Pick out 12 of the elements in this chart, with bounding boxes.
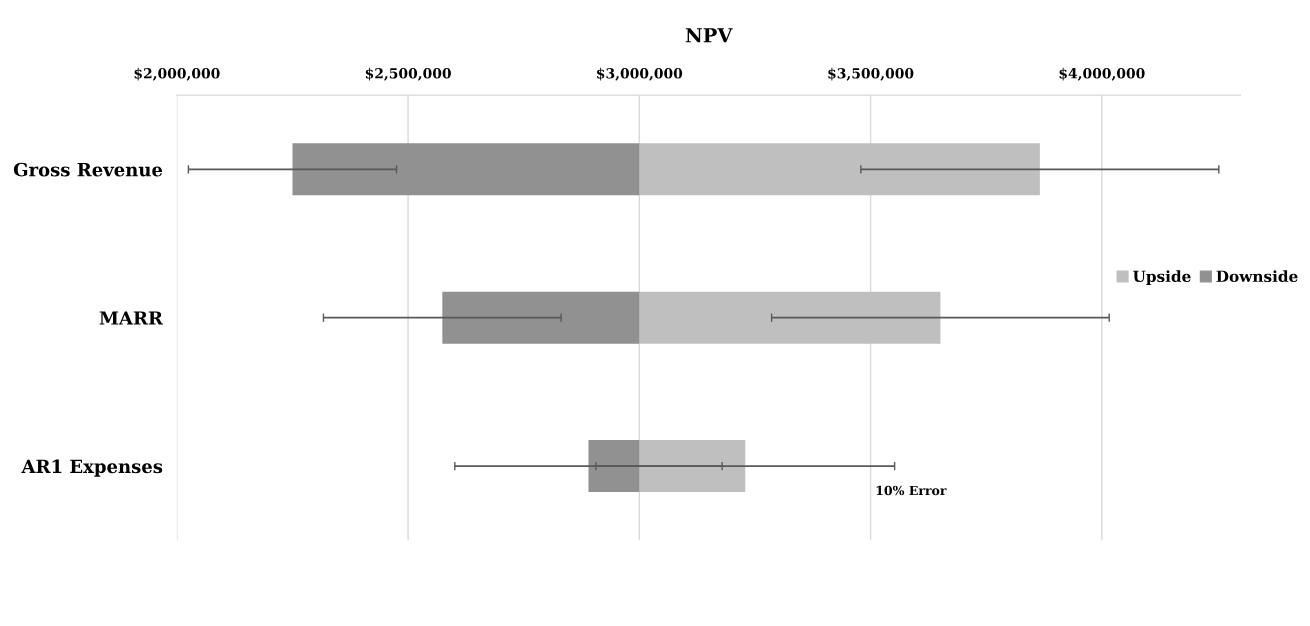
x-tick-label: $2,000,000: [134, 67, 220, 81]
y-tick-label: MARR: [99, 311, 164, 325]
x-tick-label: $4,000,000: [1059, 67, 1145, 81]
legend-label: Downside: [1216, 270, 1298, 283]
legend-label: Upside: [1133, 270, 1191, 286]
chart-title: NPV: [685, 28, 733, 43]
x-tick-label: $3,500,000: [828, 67, 914, 81]
x-tick-label: $2,500,000: [365, 67, 451, 81]
x-tick-label: $3,000,000: [597, 67, 683, 81]
y-tick-label: AR1 Expenses: [21, 459, 163, 477]
annotation: 10% Error: [876, 485, 947, 496]
y-tick-label: Gross Revenue: [13, 162, 163, 177]
